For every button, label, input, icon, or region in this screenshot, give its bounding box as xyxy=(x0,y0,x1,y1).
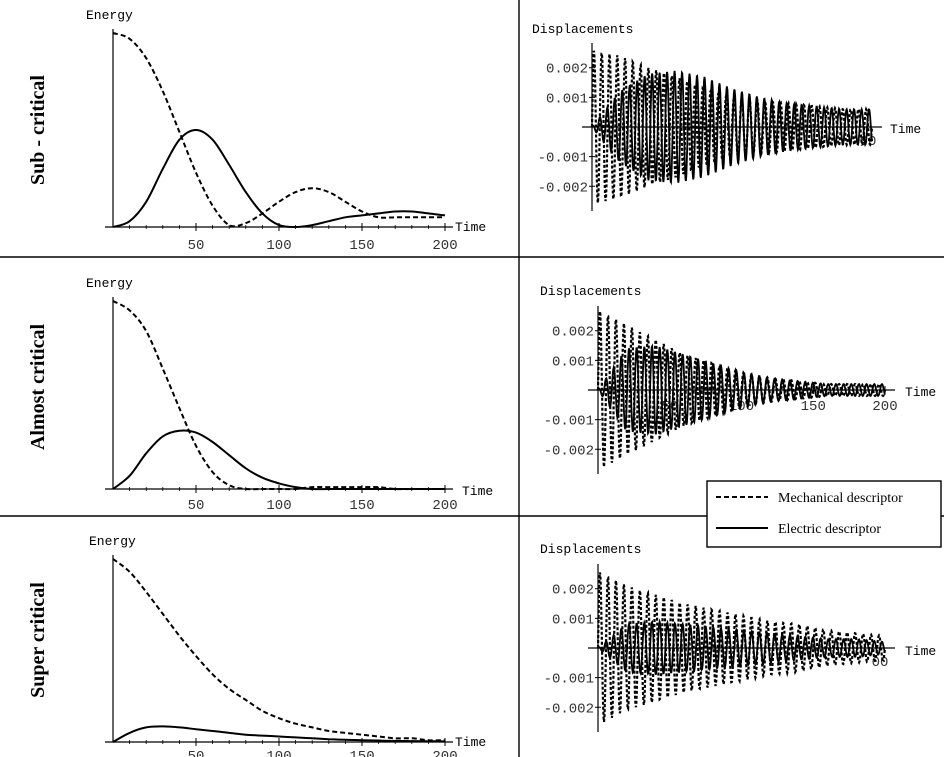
y-tick-label: 0.002 xyxy=(552,325,594,341)
x-tick-label: 150 xyxy=(349,749,374,757)
x-tick-label: 150 xyxy=(349,238,374,254)
y-axis-label: Displacements xyxy=(540,542,641,557)
y-tick-label: 0.002 xyxy=(546,62,588,78)
y-tick-label: -0.001 xyxy=(544,414,594,430)
x-tick-label: 100 xyxy=(266,238,291,254)
electric-displacement-line xyxy=(597,343,886,437)
y-tick-label: 0.001 xyxy=(546,91,588,107)
y-tick-label: -0.001 xyxy=(544,672,594,688)
row-label-2: Super critical xyxy=(27,582,49,698)
x-tick-label: 50 xyxy=(188,749,205,757)
x-tick-label: 150 xyxy=(801,399,826,415)
energy-plot-super-critical: Energy Time 50 100 150 200 xyxy=(89,534,486,757)
y-axis-label: Energy xyxy=(89,534,136,549)
electric-energy-line xyxy=(112,429,445,491)
y-axis-label: Displacements xyxy=(540,284,641,299)
x-tick-label: 200 xyxy=(432,498,457,514)
energy-plot-almost-critical: Energy Time 50 100 150 200 xyxy=(86,276,493,514)
electric-energy-line xyxy=(112,725,446,743)
x-axis-label: Time xyxy=(890,122,921,137)
x-tick-label: 50 xyxy=(188,498,205,514)
y-tick-label: -0.002 xyxy=(544,443,594,459)
y-axis-label: Energy xyxy=(86,8,133,23)
electric-displacement-line xyxy=(597,618,886,677)
legend: Mechanical descriptor Electric descripto… xyxy=(706,480,942,548)
x-tick-label: 00 xyxy=(872,655,889,671)
y-axis-label: Energy xyxy=(86,276,133,291)
x-axis-label: Time xyxy=(462,484,493,499)
displacement-plot-super-critical: Displacements Time 0.002 0.001 -0.001 -0.002 0… xyxy=(540,542,936,732)
y-tick-label: -0.002 xyxy=(544,701,594,717)
y-tick-label: 0.002 xyxy=(552,583,594,599)
x-tick-label: 50 xyxy=(188,238,205,254)
x-axis-label: Time xyxy=(455,220,486,235)
electric-displacement-line xyxy=(591,70,873,186)
displacement-plot-almost-critical: DisplacementsTime0.0020.001-0.001-0.0025… xyxy=(540,284,936,474)
x-tick-label: 100 xyxy=(266,498,291,514)
x-tick-label: 150 xyxy=(349,498,374,514)
row-label-0: Sub - critical xyxy=(27,75,49,185)
x-tick-label: 200 xyxy=(872,399,897,415)
x-axis-label: Time xyxy=(905,385,936,400)
y-tick-label: 0.001 xyxy=(552,354,594,370)
energy-plot-sub-critical: Energy Time 50 100 150 200 xyxy=(86,8,486,254)
x-axis-label: Time xyxy=(455,735,486,750)
x-axis-label: Time xyxy=(905,644,936,659)
legend-electric-label: Electric descriptor xyxy=(778,522,881,537)
y-tick-label: -0.001 xyxy=(538,151,588,167)
x-tick-label: 200 xyxy=(432,238,457,254)
mechanical-energy-line xyxy=(112,300,445,491)
y-tick-label: -0.002 xyxy=(538,180,588,196)
x-tick-label: 200 xyxy=(432,749,457,757)
row-label-1: Almost critical xyxy=(27,324,49,451)
mechanical-energy-line xyxy=(112,32,445,228)
mechanical-energy-line xyxy=(112,558,446,742)
displacement-plot-sub-critical: DisplacementsTime0.0020.001-0.001-0.0020… xyxy=(532,22,921,211)
legend-mechanical-label: Mechanical descriptor xyxy=(778,491,903,506)
y-tick-label: 0.001 xyxy=(552,612,594,628)
y-axis-label: Displacements xyxy=(532,22,633,37)
electric-energy-line xyxy=(112,128,446,229)
x-tick-label: 100 xyxy=(266,749,291,757)
legend-box xyxy=(706,480,942,548)
